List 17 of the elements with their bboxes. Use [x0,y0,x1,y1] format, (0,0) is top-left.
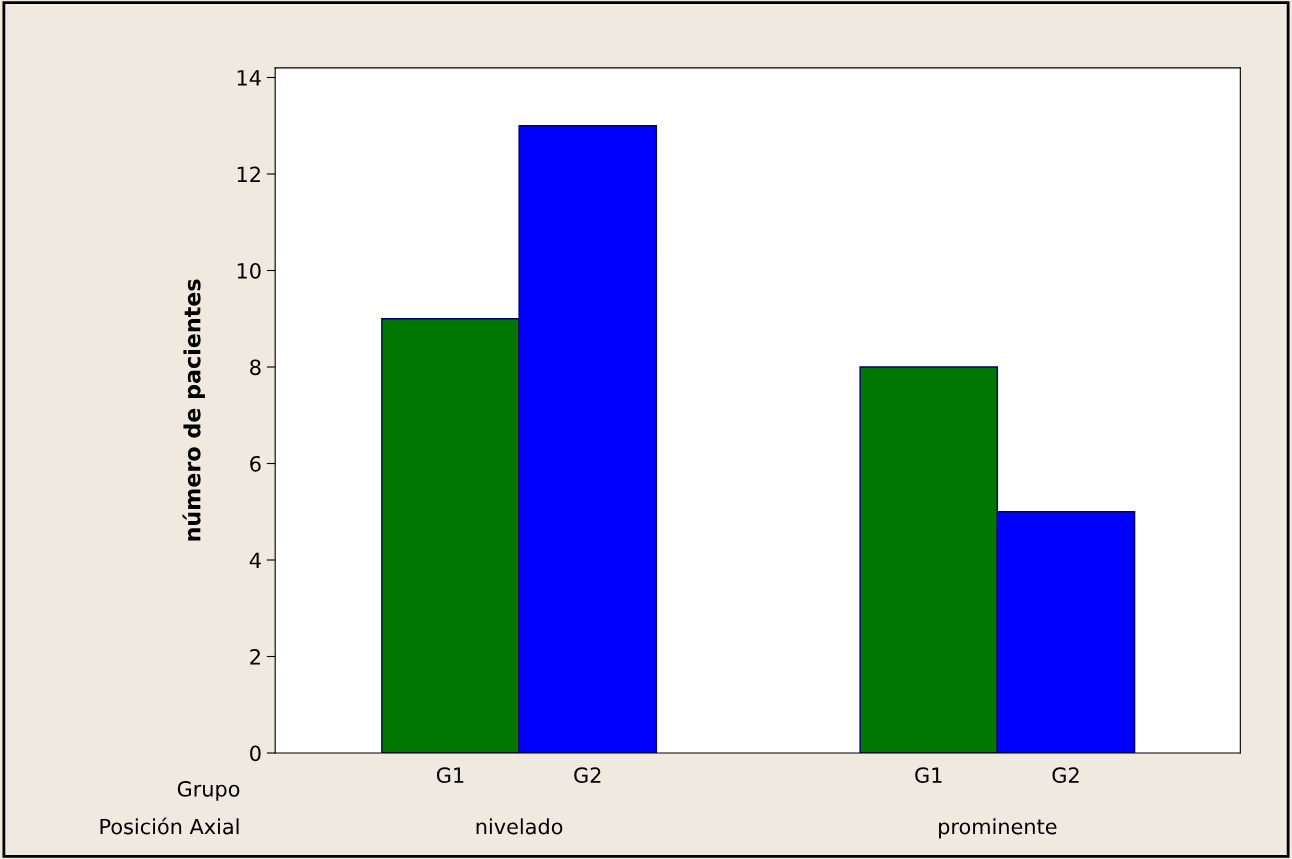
y-tick-label: 12 [237,166,260,182]
series-label: G1 [436,767,464,784]
x-tick-label: nivelado [476,818,563,835]
x-axis-title: Posición Axial [100,817,239,835]
x-tick-label: prominente [939,818,1057,839]
y-tick-label: 6 [250,455,261,472]
series-label: G2 [574,767,601,784]
y-tick-label: 14 [237,70,261,86]
y-tick-label: 2 [250,648,260,665]
legend-title: Grupo [177,780,240,801]
y-tick-label: 4 [249,552,261,568]
text: G2 [1052,767,1079,784]
y-tick-label: 10 [237,262,261,279]
y-axis-title: número de pacientes [182,279,205,541]
y-tick-label: 0 [250,745,261,762]
text: G1 [915,767,942,784]
y-tick-label: 8 [250,359,261,376]
